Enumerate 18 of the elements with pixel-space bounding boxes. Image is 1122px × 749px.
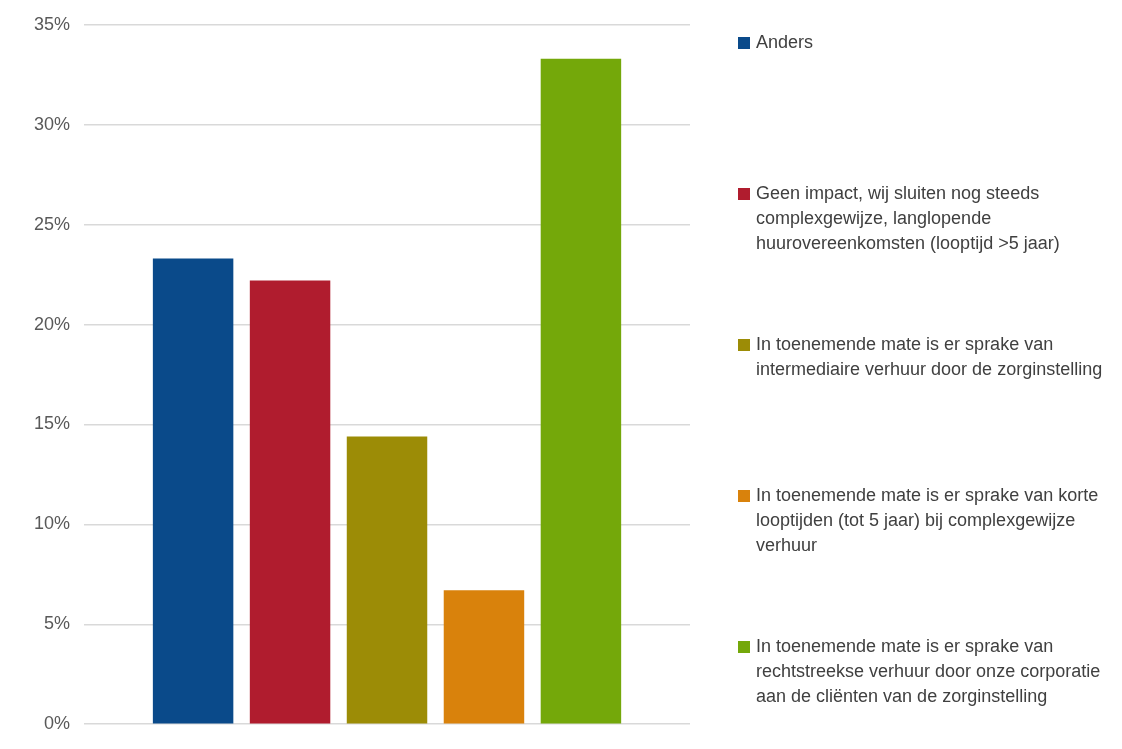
y-tick-label: 30% <box>34 113 71 134</box>
y-tick-label: 10% <box>34 513 71 534</box>
bar <box>152 258 234 724</box>
bar <box>249 280 331 724</box>
legend-label: Geen impact, wij sluiten nog steeds complexgewijze, langlopende huurovereenkomsten (looptijd >5 jaar) <box>756 182 1061 255</box>
y-tick-label: 15% <box>34 413 71 434</box>
y-tick-label: 5% <box>44 613 71 634</box>
y-tick-label: 35% <box>34 13 71 34</box>
bar <box>443 590 525 724</box>
y-tick-label: 0% <box>44 713 71 734</box>
y-tick-label: 20% <box>34 313 71 334</box>
legend-label: In toenemende mate is er sprake van rechtstreekse verhuur door onze corporatie aan de cliënten van de zorginstelling <box>756 635 1102 708</box>
legend-label: Anders <box>756 31 814 54</box>
legend-label: In toenemende mate is er sprake van intermediaire verhuur door de zorginstelling <box>756 333 1104 381</box>
bar <box>346 436 428 724</box>
legend-label: In toenemende mate is er sprake van korte looptijden (tot 5 jaar) bij complexgewijze verhuur <box>756 484 1100 557</box>
bar <box>540 58 622 724</box>
y-tick-label: 25% <box>34 213 71 234</box>
